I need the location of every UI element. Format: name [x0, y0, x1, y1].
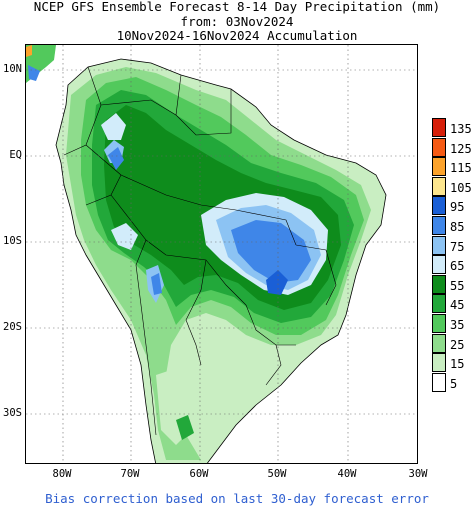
lat-label-30s: 30S — [3, 407, 22, 419]
legend-label-115: 115 — [450, 161, 472, 176]
precip-65-north — [101, 113, 126, 140]
accumulation-period: 10Nov2024-16Nov2024 Accumulation — [116, 28, 358, 43]
lat-label-20s: 20S — [3, 321, 22, 333]
legend-swatch-15 — [432, 353, 446, 373]
precip-85-andes — [151, 273, 162, 295]
bias-correction-note: Bias correction based on last 30-day for… — [45, 491, 429, 506]
legend-swatch-75 — [432, 235, 446, 255]
legend-label-65: 65 — [450, 259, 465, 274]
legend-swatch-35 — [432, 314, 446, 333]
legend-swatch-5 — [432, 372, 446, 392]
legend-label-5: 5 — [450, 376, 458, 391]
legend-swatch-45 — [432, 294, 446, 314]
lon-label-40w: 40W — [337, 468, 357, 480]
precipitation-map — [25, 44, 418, 464]
lat-label-eq: EQ — [9, 149, 22, 161]
legend-swatch-115 — [432, 157, 446, 177]
legend-swatch-95 — [432, 196, 446, 216]
central-america-blue — [28, 65, 40, 81]
lat-label-10n: 10N — [3, 63, 22, 75]
legend-swatch-25 — [432, 333, 446, 353]
country-borders — [63, 66, 337, 436]
legend-label-125: 125 — [450, 141, 472, 156]
precip-85-main — [231, 220, 311, 283]
legend-label-45: 45 — [450, 298, 465, 313]
map-title: NCEP GFS Ensemble Forecast 8-14 Day Prec… — [33, 0, 441, 14]
lon-label-30w: 30W — [408, 468, 428, 480]
legend-swatch-105 — [432, 176, 446, 196]
legend-label-105: 105 — [450, 180, 472, 195]
legend-label-85: 85 — [450, 220, 465, 234]
legend-label-75: 75 — [450, 239, 465, 254]
legend-swatch-85 — [432, 216, 446, 235]
lat-label-10s: 10S — [3, 235, 22, 247]
forecast-start-date: from: 03Nov2024 — [180, 14, 294, 29]
legend-swatch-135 — [432, 118, 446, 137]
legend-swatch-125 — [432, 137, 446, 157]
lon-label-50w: 50W — [267, 468, 287, 480]
precip-85-north — [108, 147, 124, 170]
legend-swatch-65 — [432, 255, 446, 275]
lon-label-60w: 60W — [189, 468, 209, 480]
legend-label-25: 25 — [450, 337, 465, 352]
map-canvas — [26, 45, 417, 463]
legend-label-15: 15 — [450, 357, 465, 372]
legend-label-55: 55 — [450, 278, 465, 293]
central-america-orange — [26, 45, 32, 57]
legend-label-35: 35 — [450, 318, 465, 332]
legend-label-135: 135 — [450, 122, 472, 136]
legend-swatch-55 — [432, 274, 446, 294]
precip-95 — [266, 270, 288, 295]
legend-label-95: 95 — [450, 200, 465, 215]
precip-45-south — [176, 415, 194, 440]
lon-label-80w: 80W — [52, 468, 72, 480]
lon-label-70w: 70W — [120, 468, 140, 480]
